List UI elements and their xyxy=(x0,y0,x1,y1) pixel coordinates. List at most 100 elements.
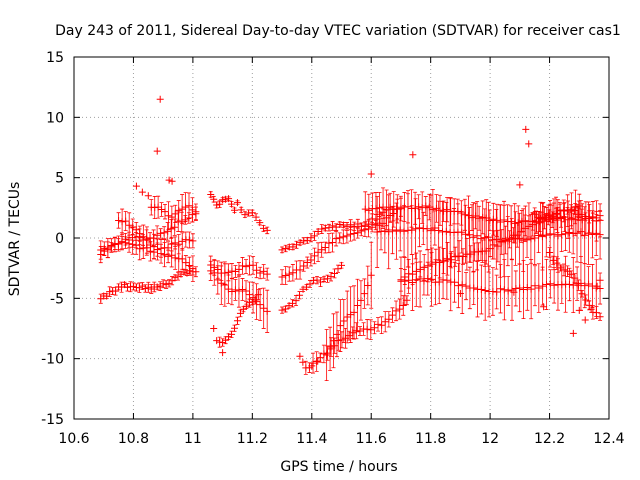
data-point xyxy=(189,237,197,245)
data-point xyxy=(338,261,345,269)
data-point xyxy=(160,229,168,237)
series-track-m xyxy=(302,295,411,375)
data-point xyxy=(531,282,539,290)
data-point xyxy=(493,288,501,296)
data-point xyxy=(171,210,179,218)
data-point xyxy=(482,247,490,255)
chart-title: Day 243 of 2011, Sidereal Day-to-day VTE… xyxy=(55,23,621,39)
outlier-point xyxy=(522,125,530,133)
data-point xyxy=(557,215,565,223)
data-point xyxy=(585,280,593,288)
data-point xyxy=(548,212,556,220)
data-point xyxy=(171,223,179,231)
data-point xyxy=(122,217,130,225)
data-point xyxy=(550,230,558,238)
series-track-n xyxy=(278,261,345,314)
outlier-point xyxy=(525,140,533,148)
data-point xyxy=(307,234,315,242)
data-point xyxy=(427,227,435,235)
data-point xyxy=(585,229,593,237)
data-point xyxy=(424,262,432,270)
data-point xyxy=(477,235,485,243)
data-point xyxy=(560,266,568,274)
outlier-point xyxy=(213,337,221,345)
data-point xyxy=(125,240,133,248)
data-point xyxy=(296,291,304,299)
data-point xyxy=(401,273,409,281)
data-point xyxy=(192,208,200,216)
data-point xyxy=(343,222,351,230)
data-point xyxy=(256,301,264,309)
data-point xyxy=(185,202,193,210)
outlier-point xyxy=(299,358,307,366)
data-point xyxy=(150,248,158,256)
data-point xyxy=(447,256,455,264)
data-point xyxy=(254,291,262,299)
data-point xyxy=(213,201,221,209)
data-point xyxy=(454,282,462,290)
data-point xyxy=(192,268,200,276)
data-point xyxy=(422,202,430,210)
data-point xyxy=(325,224,333,232)
data-point xyxy=(182,203,190,211)
data-point xyxy=(367,271,375,279)
data-point xyxy=(368,223,376,231)
data-point xyxy=(365,206,373,214)
data-point xyxy=(592,214,600,222)
data-point xyxy=(381,227,389,235)
x-tick-label: 12 xyxy=(481,431,499,447)
data-point xyxy=(289,243,297,251)
data-point xyxy=(144,283,152,291)
y-tick-label: -5 xyxy=(50,291,64,307)
data-point xyxy=(350,308,358,316)
data-point xyxy=(314,248,322,256)
data-point xyxy=(549,256,557,264)
data-point xyxy=(164,212,172,220)
data-point xyxy=(157,244,165,252)
data-point xyxy=(153,283,161,291)
data-point xyxy=(378,321,386,329)
series-track-t xyxy=(531,203,604,224)
data-point xyxy=(592,229,600,237)
data-point xyxy=(136,230,144,238)
data-point xyxy=(461,211,469,219)
data-point xyxy=(285,270,293,278)
y-axis-label: SDTVAR / TECUs xyxy=(7,182,23,297)
data-point xyxy=(372,205,380,213)
outlier-point xyxy=(138,188,146,196)
data-point xyxy=(451,278,459,286)
data-point xyxy=(504,287,512,295)
outlier-point xyxy=(168,177,176,185)
data-point xyxy=(507,218,515,226)
data-point xyxy=(500,286,508,294)
data-point xyxy=(388,311,396,319)
outlier-point xyxy=(569,329,577,337)
data-point xyxy=(545,212,553,220)
data-point xyxy=(553,259,561,267)
data-point xyxy=(307,256,315,264)
data-point xyxy=(233,317,241,325)
outlier-point xyxy=(308,362,316,370)
data-point xyxy=(345,332,353,340)
outlier-point xyxy=(596,276,604,284)
data-point xyxy=(329,337,337,345)
data-point xyxy=(581,231,589,239)
data-point xyxy=(517,228,525,236)
outlier-point xyxy=(516,181,524,189)
data-point xyxy=(132,241,140,249)
data-point xyxy=(122,239,130,247)
data-point xyxy=(107,242,115,250)
data-point xyxy=(574,281,582,289)
data-point xyxy=(467,250,475,258)
data-point xyxy=(175,206,183,214)
outlier-point xyxy=(144,192,152,200)
data-point xyxy=(560,206,568,214)
data-point xyxy=(578,290,586,298)
data-point xyxy=(168,213,176,221)
data-point xyxy=(164,227,172,235)
data-point xyxy=(231,267,239,275)
data-point xyxy=(565,280,573,288)
data-point xyxy=(256,219,264,227)
data-point xyxy=(552,210,560,218)
